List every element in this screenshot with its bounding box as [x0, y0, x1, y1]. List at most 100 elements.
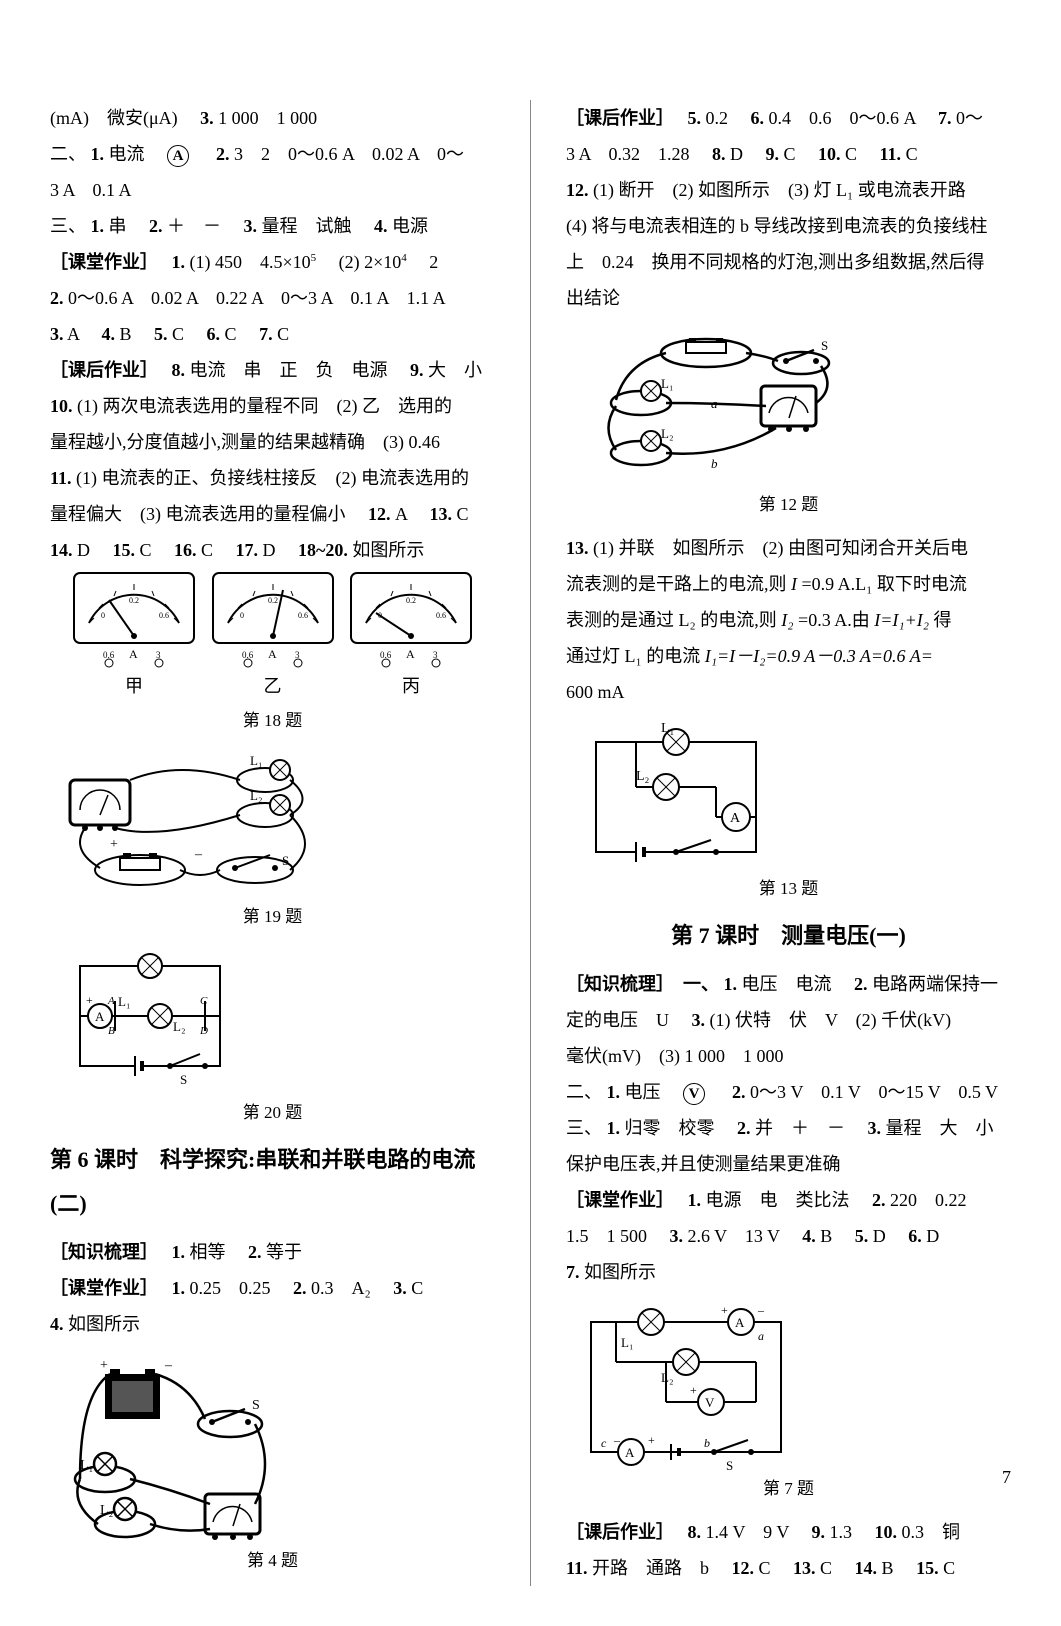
text: C — [841, 144, 876, 164]
page-number: 7 — [1002, 1467, 1011, 1488]
svg-text:–: – — [757, 1303, 765, 1317]
num: 10. — [50, 396, 73, 416]
num: 16. — [174, 540, 197, 560]
svg-text:S: S — [821, 338, 828, 353]
text: =0.9 A.L₁ 取下时电流 — [802, 574, 967, 594]
svg-text:B: B — [108, 1025, 115, 1037]
text-line: 3 A 0.32 1.28 8. D 9. C 10. C 11. C — [566, 136, 1011, 172]
figure-13: L₁ L₂ A — [566, 722, 1011, 906]
text: (1) 电流表的正、负接线柱接反 (2) 电流表选用的 — [76, 468, 469, 488]
text: (1) 两次电流表选用的量程不同 (2) 乙 选用的 — [77, 396, 452, 416]
num: 2. — [293, 1278, 307, 1298]
text: C — [820, 1558, 850, 1578]
num: 2. — [248, 1242, 262, 1262]
heading: ［知识梳理］ 一、 — [566, 974, 719, 994]
svg-text:–: – — [164, 1358, 173, 1373]
svg-text:b: b — [704, 1436, 710, 1450]
text: A — [395, 504, 425, 524]
text: 大 小 — [428, 360, 482, 380]
text: 等于 — [266, 1242, 302, 1262]
heading: ［课堂作业］ — [566, 1190, 683, 1210]
page-container: (mA) 微安(μA) 3. 1 000 1 000 二、 1. 电流 A 2.… — [50, 100, 1011, 1586]
svg-text:A: A — [107, 995, 115, 1007]
svg-text:L₁: L₁ — [661, 376, 673, 391]
num: 13. — [793, 1558, 816, 1578]
text: 三、 — [566, 1118, 602, 1138]
text: D — [873, 1226, 904, 1246]
svg-text:A: A — [406, 647, 415, 661]
figure-12: S L₁ a L₂ b — [566, 328, 1011, 522]
text: (mA) 微安(μA) — [50, 108, 196, 128]
column-divider — [530, 100, 531, 1586]
text: C — [759, 1558, 789, 1578]
text: C — [168, 324, 203, 344]
text: 0～ — [956, 108, 983, 128]
num: 1. — [172, 252, 186, 272]
text-line: (mA) 微安(μA) 3. 1 000 1 000 — [50, 100, 495, 136]
num: 2. — [216, 144, 230, 164]
text-line: 三、 1. 归零 校零 2. 并 ＋ － 3. 量程 大 小 — [566, 1110, 1011, 1146]
svg-text:S: S — [252, 1398, 260, 1413]
text: 定的电压 U — [566, 1010, 687, 1030]
svg-text:0.6: 0.6 — [159, 611, 169, 620]
num: 17. — [236, 540, 259, 560]
heading: ［知识梳理］ — [50, 1242, 167, 1262]
svg-text:L₁: L₁ — [661, 722, 674, 736]
num: 1. — [172, 1278, 186, 1298]
num: 4. — [102, 324, 116, 344]
svg-text:3: 3 — [156, 650, 161, 660]
svg-text:0.2: 0.2 — [129, 596, 139, 605]
text: ＋ － — [167, 216, 239, 236]
text: 电压 电流 — [742, 974, 850, 994]
text: 1 000 1 000 — [218, 108, 317, 128]
text: 2 — [411, 252, 438, 272]
gauge-label: 丙 — [346, 668, 476, 704]
text: 0.3 铜 — [902, 1522, 961, 1542]
num: 9. — [812, 1522, 826, 1542]
text: 电路两端保持一 — [872, 974, 998, 994]
text: (1) 伏特 伏 V (2) 千伏(kV) — [710, 1010, 952, 1030]
text: 0.2 — [706, 108, 747, 128]
text: 如图所示 — [348, 540, 425, 560]
text: 0.4 0.6 0～0.6 A — [769, 108, 934, 128]
text-line: 出结论 — [566, 280, 1011, 316]
svg-text:0.6: 0.6 — [242, 650, 254, 660]
num: 2. — [854, 974, 868, 994]
text-line: 1.5 1 500 3. 2.6 V 13 V 4. B 5. D 6. D — [566, 1218, 1011, 1254]
svg-text:+: + — [690, 1383, 697, 1397]
svg-text:0: 0 — [240, 611, 244, 620]
text — [710, 1082, 728, 1102]
num: 15. — [113, 540, 136, 560]
text-line: 14. D 15. C 16. C 17. D 18~20. 如图所示 — [50, 532, 495, 568]
figure-18: 00.20.6 A 0.6 3 甲 — [50, 568, 495, 738]
num: 2. — [737, 1118, 751, 1138]
num: 8. — [712, 144, 726, 164]
text: 2.6 V 13 V — [688, 1226, 798, 1246]
text: 相等 — [190, 1242, 244, 1262]
text-line: 上 0.24 换用不同规格的灯泡,测出多组数据,然后得 — [566, 244, 1011, 280]
num: 7. — [566, 1262, 580, 1282]
circled-symbol-a: A — [167, 145, 189, 167]
text-line: 4. 如图所示 — [50, 1306, 495, 1342]
text-line: 二、 1. 电压 V 2. 0～3 V 0.1 V 0～15 V 0.5 V — [566, 1074, 1011, 1110]
text-line: 二、 1. 电流 A 2. 3 2 0～0.6 A 0.02 A 0～ — [50, 136, 495, 172]
text: 如图所示 — [68, 1314, 140, 1334]
text-line: ［课后作业］ 5. 0.2 6. 0.4 0.6 0～0.6 A 7. 0～ — [566, 100, 1011, 136]
text-line: 量程越小,分度值越小,测量的结果越精确 (3) 0.46 — [50, 424, 495, 460]
num: 9. — [766, 144, 780, 164]
num: 11. — [50, 468, 72, 488]
text: C — [220, 324, 255, 344]
svg-text:A: A — [735, 1315, 745, 1330]
text: C — [779, 144, 814, 164]
svg-text:L₁: L₁ — [250, 753, 262, 768]
svg-text:3: 3 — [433, 650, 438, 660]
text: C — [273, 324, 290, 344]
text: 0.25 0.25 — [190, 1278, 289, 1298]
text: 1.4 V 9 V — [706, 1522, 808, 1542]
num: 12. — [732, 1558, 755, 1578]
text: 二、 — [566, 1082, 602, 1102]
num: 3. — [393, 1278, 407, 1298]
text-line: 2. 0～0.6 A 0.02 A 0.22 A 0～3 A 0.1 A 1.1… — [50, 280, 495, 316]
text-line: ［课堂作业］ 1. 0.25 0.25 2. 0.3 A₂ 3. C — [50, 1270, 495, 1306]
text: 0～0.6 A 0.02 A 0.22 A 0～3 A 0.1 A 1.1 A — [68, 288, 446, 308]
